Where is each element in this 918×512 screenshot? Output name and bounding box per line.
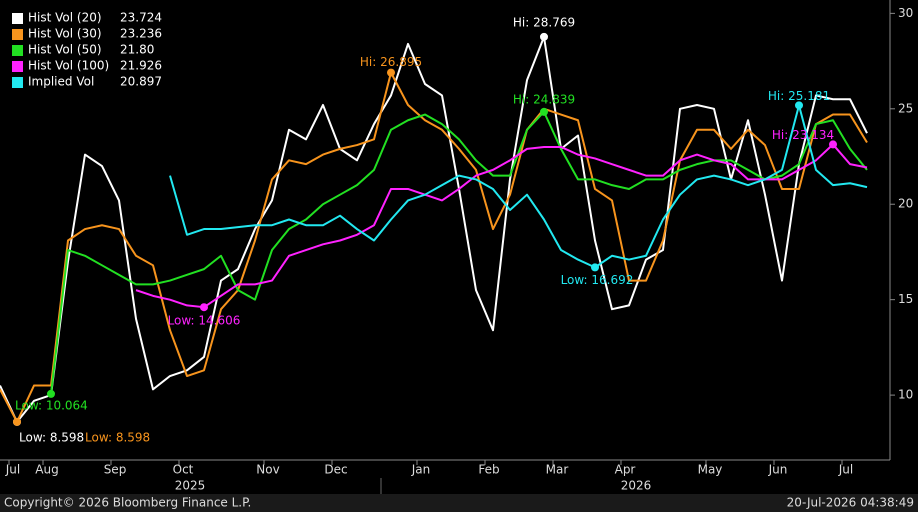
annotation-label: Hi: 28.769 bbox=[513, 15, 575, 29]
year-label: 2026 bbox=[621, 479, 652, 493]
x-tick-label: May bbox=[698, 463, 723, 477]
footer-bar bbox=[0, 494, 918, 512]
legend-value: 23.724 bbox=[120, 11, 162, 25]
annotation-marker bbox=[540, 107, 548, 116]
series-line bbox=[169, 104, 868, 269]
legend-name: Hist Vol (50) bbox=[28, 43, 102, 57]
legend-value: 23.236 bbox=[120, 27, 162, 41]
legend-swatch bbox=[12, 61, 23, 72]
x-tick-label: Jul bbox=[838, 463, 853, 477]
annotation-label: Hi: 24.839 bbox=[513, 92, 575, 106]
annotation-label: Low: 10.064 bbox=[15, 398, 88, 412]
year-label: 2025 bbox=[175, 479, 206, 493]
x-tick-label: Apr bbox=[615, 463, 636, 477]
series-line bbox=[0, 71, 868, 423]
annotation-marker bbox=[47, 389, 55, 398]
x-tick-label: Jul bbox=[5, 463, 20, 477]
annotation-marker bbox=[829, 140, 837, 149]
annotation-label: Hi: 26.895 bbox=[360, 55, 422, 69]
annotation-label: Low: 8.598 bbox=[85, 430, 150, 444]
legend-name: Implied Vol bbox=[28, 75, 94, 89]
annotation-label: Hi: 25.181 bbox=[768, 89, 830, 103]
annotation-marker bbox=[200, 303, 208, 312]
x-tick-label: Sep bbox=[104, 463, 127, 477]
annotation-label: Low: 14.606 bbox=[168, 314, 241, 328]
y-tick-label: 10 bbox=[898, 388, 913, 402]
x-tick-label: Feb bbox=[478, 463, 499, 477]
legend-name: Hist Vol (100) bbox=[28, 59, 109, 73]
series-line bbox=[50, 110, 868, 394]
series-line bbox=[0, 35, 868, 423]
x-tick-label: Oct bbox=[173, 463, 194, 477]
annotation-marker bbox=[387, 68, 395, 77]
legend-name: Hist Vol (30) bbox=[28, 27, 102, 41]
legend-value: 21.926 bbox=[120, 59, 162, 73]
y-tick-label: 30 bbox=[898, 6, 913, 20]
annotation-label: Low: 8.598 bbox=[19, 430, 84, 444]
y-tick-label: 15 bbox=[898, 292, 913, 306]
x-tick-label: Aug bbox=[35, 463, 58, 477]
annotation-marker bbox=[540, 32, 548, 41]
y-tick-label: 25 bbox=[898, 101, 913, 115]
legend-swatch bbox=[12, 29, 23, 40]
legend-box bbox=[2, 4, 167, 94]
legend-name: Hist Vol (20) bbox=[28, 11, 102, 25]
x-tick-label: Dec bbox=[324, 463, 347, 477]
x-tick-label: Jan bbox=[411, 463, 431, 477]
y-tick-label: 20 bbox=[898, 197, 913, 211]
annotation-marker bbox=[13, 417, 21, 426]
x-tick-label: Nov bbox=[256, 463, 279, 477]
annotation-label: Hi: 23.134 bbox=[772, 128, 834, 142]
annotation-marker bbox=[795, 101, 803, 110]
footer-timestamp: 20-Jul-2026 04:38:49 bbox=[787, 496, 914, 510]
annotation-label: Low: 16.692 bbox=[561, 273, 634, 287]
x-tick-label: Mar bbox=[546, 463, 569, 477]
legend-value: 20.897 bbox=[120, 75, 162, 89]
series-line bbox=[135, 143, 868, 309]
legend-swatch bbox=[12, 77, 23, 88]
footer-copyright: Copyright© 2026 Bloomberg Finance L.P. bbox=[4, 496, 251, 510]
x-tick-label: Jun bbox=[768, 463, 788, 477]
legend-swatch bbox=[12, 45, 23, 56]
legend-swatch bbox=[12, 13, 23, 24]
annotation-marker bbox=[591, 263, 599, 272]
legend-value: 21.80 bbox=[120, 43, 154, 57]
